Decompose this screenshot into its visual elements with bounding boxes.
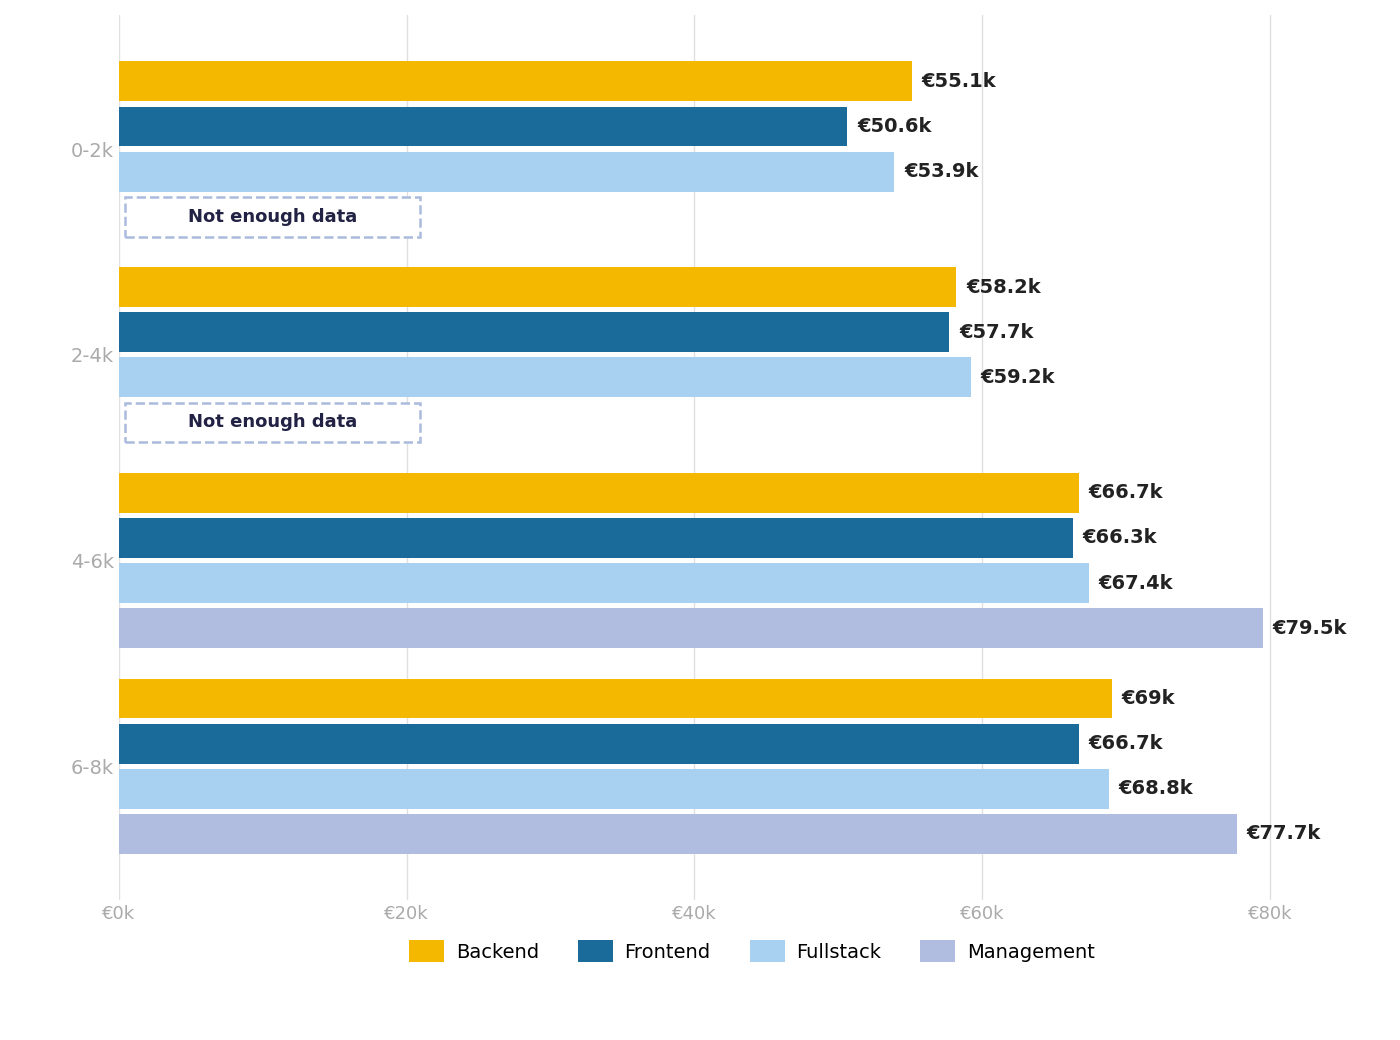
Text: Not enough data: Not enough data [188,414,357,432]
Text: €50.6k: €50.6k [857,116,931,136]
Text: Not enough data: Not enough data [188,208,357,226]
Bar [119,814,1236,854]
Text: €53.9k: €53.9k [904,162,979,181]
Text: €58.2k: €58.2k [966,278,1042,296]
Bar [119,769,1109,809]
Bar [119,312,949,353]
Bar [119,724,1078,763]
Text: €57.7k: €57.7k [959,322,1033,342]
Bar [119,473,1078,513]
Bar [119,518,1072,557]
Text: €68.8k: €68.8k [1119,779,1193,799]
Text: €66.7k: €66.7k [1089,484,1163,502]
Text: €77.7k: €77.7k [1247,825,1322,843]
Text: €66.7k: €66.7k [1089,734,1163,753]
Text: €79.5k: €79.5k [1273,619,1347,638]
Bar [119,608,1263,648]
FancyBboxPatch shape [125,402,420,442]
Legend: Backend, Frontend, Fullstack, Management: Backend, Frontend, Fullstack, Management [402,932,1103,970]
Bar [119,61,911,101]
Bar [119,563,1089,603]
Text: €59.2k: €59.2k [981,368,1056,387]
Bar [119,152,895,191]
Bar [119,106,847,147]
Text: €67.4k: €67.4k [1099,573,1173,593]
Bar [119,358,970,397]
Text: €69k: €69k [1121,690,1175,708]
Text: €55.1k: €55.1k [921,72,997,90]
Text: €66.3k: €66.3k [1082,528,1158,547]
Bar [119,679,1112,719]
Bar [119,267,956,307]
FancyBboxPatch shape [125,197,420,237]
